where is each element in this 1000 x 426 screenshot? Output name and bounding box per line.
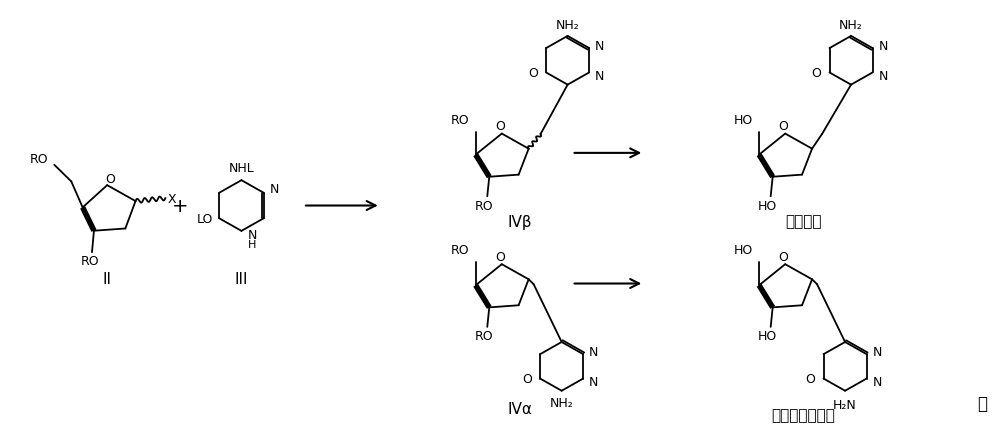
Text: III: III [235,271,248,286]
Text: NH₂: NH₂ [550,396,574,409]
Text: IVβ: IVβ [508,214,532,229]
Text: HO: HO [734,244,753,257]
Text: LO: LO [197,212,213,225]
Text: O: O [806,372,816,385]
Text: RO: RO [81,255,99,268]
Text: N: N [595,70,604,83]
Text: N: N [879,40,888,52]
Text: H: H [247,239,256,249]
Text: O: O [105,173,115,185]
Text: RO: RO [30,153,48,166]
Text: HO: HO [758,329,777,343]
Text: +: + [172,196,188,216]
Text: 地西他滨: 地西他滨 [785,214,822,229]
Text: O: O [778,120,788,133]
Text: RO: RO [475,329,494,343]
Text: RO: RO [451,113,470,127]
Text: NHL: NHL [229,161,254,175]
Text: NH₂: NH₂ [839,19,863,32]
Text: 。: 。 [977,394,987,412]
Text: O: O [522,372,532,385]
Text: IVα: IVα [507,401,532,416]
Text: RO: RO [451,244,470,257]
Text: N: N [270,183,279,196]
Text: N: N [589,375,599,388]
Text: N: N [247,229,257,242]
Text: N: N [595,40,604,52]
Text: HO: HO [734,113,753,127]
Text: 地西他滨异构体: 地西他滨异构体 [771,408,835,423]
Text: N: N [879,70,888,83]
Text: II: II [103,271,112,286]
Text: RO: RO [475,199,494,212]
Text: NH₂: NH₂ [556,19,579,32]
Text: O: O [495,120,505,133]
Text: O: O [528,67,538,80]
Text: N: N [873,375,882,388]
Text: O: O [778,250,788,263]
Text: N: N [873,345,882,358]
Text: H₂N: H₂N [833,398,857,411]
Text: O: O [812,67,822,80]
Text: HO: HO [758,199,777,212]
Text: N: N [589,345,599,358]
Text: O: O [495,250,505,263]
Text: X: X [168,192,177,205]
